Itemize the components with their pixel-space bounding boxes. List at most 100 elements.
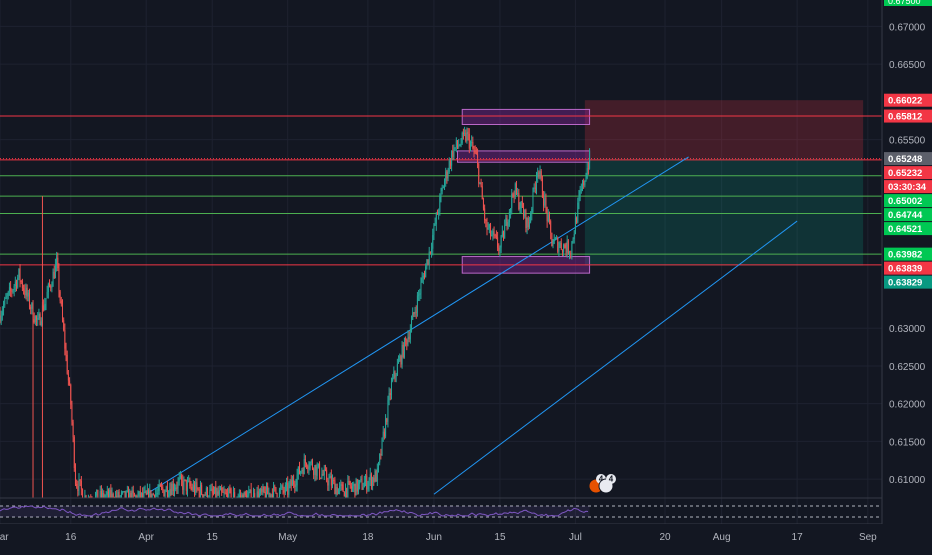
x-tick-label: Mar [0,532,9,543]
candle-body [275,487,277,494]
candle-body [123,491,125,493]
candle-body [291,479,293,486]
candle-body [546,207,548,222]
zone-0[interactable] [461,108,591,125]
candle-body [214,486,216,494]
x-tick-label: 20 [659,532,671,543]
candle-body [501,231,503,237]
candle-body [511,193,513,209]
candle-body [354,483,356,496]
time-axis-bg[interactable] [0,524,932,550]
candle-body [71,404,73,423]
y-tick-label: 0.67000 [889,22,926,33]
candle-body [415,311,417,313]
candle-body [60,300,62,305]
candle-body [336,486,338,495]
trendlines[interactable] [145,156,798,495]
candle-body [454,147,456,149]
candle-body [220,488,221,491]
candle-body [552,243,554,247]
candle-body [440,191,442,196]
price-tag-bg [884,166,932,180]
candle-body [320,477,322,479]
short-position-tool[interactable] [584,100,864,266]
candle-body [458,145,460,147]
candle-body [11,290,13,292]
candle-body [80,480,82,490]
candle-body [139,491,141,498]
candle-body [152,494,154,496]
candle-body [527,217,529,228]
candle-body [234,492,236,498]
stop-loss-area[interactable] [584,100,864,159]
supply-demand-zones[interactable] [457,108,591,274]
candle-body [477,154,479,164]
candle-body [399,356,401,361]
candle-body [207,488,209,498]
candle-body [493,231,495,235]
candle-body [375,471,377,482]
candle-body [515,183,517,194]
y-tick-label: 0.65500 [889,136,926,147]
candle-body [574,217,576,235]
candle-body [31,302,33,309]
candle-body [544,197,546,206]
candle-body [32,302,34,320]
candle-body [457,140,459,146]
take-profit-area[interactable] [584,158,864,266]
x-tick-label: 16 [65,532,77,543]
candle-body [579,190,581,197]
candle-body [389,393,391,396]
candle-body [170,488,172,495]
candle-body [294,484,296,487]
candle-body [321,474,323,479]
candle-body [269,493,271,498]
candle-body [465,132,467,142]
x-tick-label: 15 [207,532,219,543]
candle-body [110,490,112,498]
candle-body [578,196,580,203]
candle-body [484,208,486,221]
candle-body [288,485,290,495]
candle-body [564,244,566,248]
price-axis[interactable]: 0.67000 0.66500 0.65500 0.63000 0.62500 0.620… [881,0,932,550]
price-tag-bg [884,194,932,208]
candle-body [530,213,532,223]
candle-body [538,172,540,174]
candle-body [189,480,191,487]
candle-body [163,489,165,497]
candle-body [435,212,437,225]
candle-body [129,492,131,498]
candle-body [126,490,128,492]
candle-body [378,462,380,469]
candle-body [327,480,329,486]
trendline-0[interactable] [145,156,689,495]
candle-body [250,489,252,498]
candle-body [194,485,196,494]
time-axis[interactable]: Mar 16 Apr 15 May 18 Jun 15 Jul 20 Aug 17 Sep [0,524,932,550]
candle-body [6,295,8,298]
candle-body [276,493,278,498]
candle-body [155,494,157,498]
candle-body [510,208,512,213]
candle-body [254,493,256,498]
candle-body [169,488,171,496]
candle-body [401,344,403,365]
candle-body [381,437,383,456]
candle-body [118,491,120,498]
candle-body [367,485,369,490]
candle-body [24,290,26,296]
candle-body [525,210,527,229]
candle-body [372,477,374,487]
candle-body [240,495,242,498]
candle-body [44,303,46,310]
horizontal-lines[interactable] [0,115,882,266]
candle-body [21,281,23,289]
candle-body [27,292,29,297]
candle-body [485,220,487,222]
trendline-1[interactable] [433,220,798,495]
candle-body [99,490,101,498]
